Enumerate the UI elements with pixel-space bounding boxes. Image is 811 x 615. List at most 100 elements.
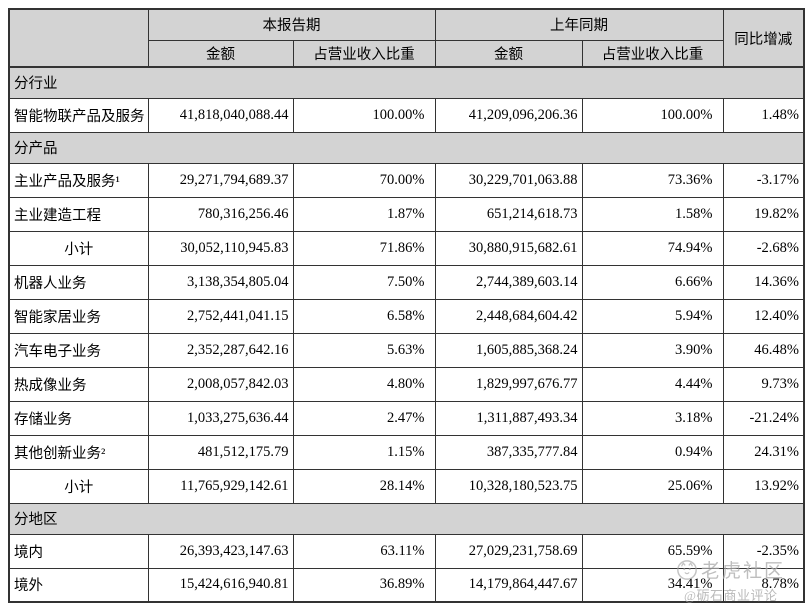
col-header-amount-current: 金额 bbox=[147, 39, 294, 68]
prior-amount: 10,328,180,523.75 bbox=[434, 468, 583, 504]
corner-cell bbox=[8, 8, 149, 68]
prior-pct: 65.59% bbox=[581, 533, 724, 569]
table-row: 其他创新业务² 481,512,175.79 1.15% 387,335,777.84… bbox=[8, 434, 805, 470]
prior-pct: 73.36% bbox=[581, 162, 724, 198]
yoy-change: -21.24% bbox=[722, 400, 805, 436]
row-label: 热成像业务 bbox=[8, 366, 149, 402]
prior-pct: 74.94% bbox=[581, 230, 724, 266]
col-header-amount-prior: 金额 bbox=[434, 39, 583, 68]
prior-pct: 3.18% bbox=[581, 400, 724, 436]
yoy-change: 14.36% bbox=[722, 264, 805, 300]
prior-amount: 41,209,096,206.36 bbox=[434, 97, 583, 133]
current-amount: 2,352,287,642.16 bbox=[147, 332, 294, 368]
prior-pct: 25.06% bbox=[581, 468, 724, 504]
row-label: 智能物联产品及服务 bbox=[8, 97, 149, 133]
row-label: 小计 bbox=[8, 468, 149, 504]
table-row: 小计 11,765,929,142.61 28.14% 10,328,180,523.… bbox=[8, 468, 805, 504]
current-pct: 2.47% bbox=[292, 400, 436, 436]
row-label: 机器人业务 bbox=[8, 264, 149, 300]
yoy-change: 9.73% bbox=[722, 366, 805, 402]
prior-amount: 2,744,389,603.14 bbox=[434, 264, 583, 300]
prior-amount: 14,179,864,447.67 bbox=[434, 567, 583, 603]
row-label: 其他创新业务² bbox=[8, 434, 149, 470]
current-amount: 29,271,794,689.37 bbox=[147, 162, 294, 198]
yoy-change: 12.40% bbox=[722, 298, 805, 334]
current-pct: 1.87% bbox=[292, 196, 436, 232]
row-label: 主业建造工程 bbox=[8, 196, 149, 232]
section-row: 分产品 bbox=[8, 131, 805, 164]
yoy-change: 8.78% bbox=[722, 567, 805, 603]
row-label: 境内 bbox=[8, 533, 149, 569]
current-amount: 3,138,354,805.04 bbox=[147, 264, 294, 300]
yoy-change: 46.48% bbox=[722, 332, 805, 368]
col-group-prior-period: 上年同期 bbox=[434, 8, 724, 41]
current-amount: 481,512,175.79 bbox=[147, 434, 294, 470]
section-title: 分地区 bbox=[8, 502, 805, 535]
current-pct: 70.00% bbox=[292, 162, 436, 198]
table-row: 智能家居业务 2,752,441,041.15 6.58% 2,448,684,604… bbox=[8, 298, 805, 334]
current-amount: 30,052,110,945.83 bbox=[147, 230, 294, 266]
table-row: 境内 26,393,423,147.63 63.11% 27,029,231,758.… bbox=[8, 533, 805, 569]
prior-pct: 6.66% bbox=[581, 264, 724, 300]
current-pct: 36.89% bbox=[292, 567, 436, 603]
table-row: 境外 15,424,616,940.81 36.89% 14,179,864,447.… bbox=[8, 567, 805, 603]
current-amount: 41,818,040,088.44 bbox=[147, 97, 294, 133]
table-row: 小计 30,052,110,945.83 71.86% 30,880,915,682.… bbox=[8, 230, 805, 266]
table-row: 智能物联产品及服务 41,818,040,088.44 100.00% 41,209,… bbox=[8, 97, 805, 133]
section-row: 分行业 bbox=[8, 66, 805, 99]
row-label: 小计 bbox=[8, 230, 149, 266]
current-pct: 100.00% bbox=[292, 97, 436, 133]
prior-amount: 2,448,684,604.42 bbox=[434, 298, 583, 334]
current-pct: 71.86% bbox=[292, 230, 436, 266]
row-label: 存储业务 bbox=[8, 400, 149, 436]
prior-pct: 100.00% bbox=[581, 97, 724, 133]
current-amount: 15,424,616,940.81 bbox=[147, 567, 294, 603]
col-header-pct-current: 占营业收入比重 bbox=[292, 39, 436, 68]
row-label: 主业产品及服务¹ bbox=[8, 162, 149, 198]
yoy-change: 13.92% bbox=[722, 468, 805, 504]
col-group-current-period: 本报告期 bbox=[147, 8, 436, 41]
table-row: 主业建造工程 780,316,256.46 1.87% 651,214,618.73 1… bbox=[8, 196, 805, 232]
section-row: 分地区 bbox=[8, 502, 805, 535]
yoy-change: -2.35% bbox=[722, 533, 805, 569]
prior-amount: 30,229,701,063.88 bbox=[434, 162, 583, 198]
row-label: 境外 bbox=[8, 567, 149, 603]
prior-pct: 34.41% bbox=[581, 567, 724, 603]
col-header-yoy-change: 同比增减 bbox=[722, 8, 805, 68]
current-amount: 2,008,057,842.03 bbox=[147, 366, 294, 402]
row-label: 汽车电子业务 bbox=[8, 332, 149, 368]
current-amount: 1,033,275,636.44 bbox=[147, 400, 294, 436]
yoy-change: 24.31% bbox=[722, 434, 805, 470]
prior-pct: 5.94% bbox=[581, 298, 724, 334]
section-title: 分行业 bbox=[8, 66, 805, 99]
current-amount: 26,393,423,147.63 bbox=[147, 533, 294, 569]
table-row: 主业产品及服务¹ 29,271,794,689.37 70.00% 30,229,70… bbox=[8, 162, 805, 198]
current-pct: 7.50% bbox=[292, 264, 436, 300]
row-label: 智能家居业务 bbox=[8, 298, 149, 334]
table-row: 汽车电子业务 2,352,287,642.16 5.63% 1,605,885,368… bbox=[8, 332, 805, 368]
yoy-change: -3.17% bbox=[722, 162, 805, 198]
current-amount: 11,765,929,142.61 bbox=[147, 468, 294, 504]
prior-amount: 387,335,777.84 bbox=[434, 434, 583, 470]
current-amount: 780,316,256.46 bbox=[147, 196, 294, 232]
current-pct: 5.63% bbox=[292, 332, 436, 368]
current-pct: 6.58% bbox=[292, 298, 436, 334]
prior-amount: 30,880,915,682.61 bbox=[434, 230, 583, 266]
prior-amount: 651,214,618.73 bbox=[434, 196, 583, 232]
yoy-change: -2.68% bbox=[722, 230, 805, 266]
prior-amount: 27,029,231,758.69 bbox=[434, 533, 583, 569]
prior-pct: 0.94% bbox=[581, 434, 724, 470]
col-header-pct-prior: 占营业收入比重 bbox=[581, 39, 724, 68]
prior-pct: 1.58% bbox=[581, 196, 724, 232]
prior-pct: 3.90% bbox=[581, 332, 724, 368]
prior-amount: 1,311,887,493.34 bbox=[434, 400, 583, 436]
table-row: 热成像业务 2,008,057,842.03 4.80% 1,829,997,676.… bbox=[8, 366, 805, 402]
revenue-breakdown-table: 本报告期 上年同期 同比增减 金额 占营业收入比重 金额 占营业收入比重 分行业… bbox=[8, 8, 805, 603]
table-row: 机器人业务 3,138,354,805.04 7.50% 2,744,389,603.… bbox=[8, 264, 805, 300]
table-row: 存储业务 1,033,275,636.44 2.47% 1,311,887,493.3… bbox=[8, 400, 805, 436]
prior-amount: 1,829,997,676.77 bbox=[434, 366, 583, 402]
current-pct: 63.11% bbox=[292, 533, 436, 569]
yoy-change: 19.82% bbox=[722, 196, 805, 232]
yoy-change: 1.48% bbox=[722, 97, 805, 133]
